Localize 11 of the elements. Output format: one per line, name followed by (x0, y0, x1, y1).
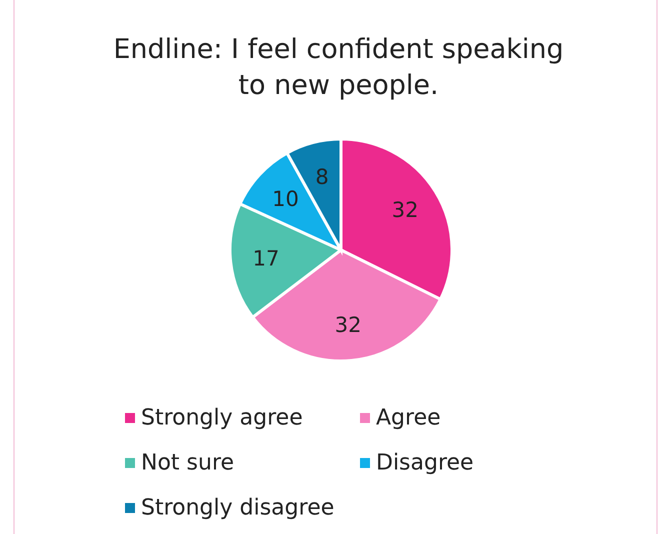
legend-label: Strongly disagree (141, 496, 334, 520)
legend-label: Strongly agree (141, 406, 303, 430)
data-label: 32 (334, 313, 362, 338)
legend-label: Agree (376, 406, 441, 430)
legend-label: Disagree (376, 450, 474, 476)
data-label: 10 (272, 186, 299, 211)
chart-title: Endline: I feel confident speaking to new people. (113, 34, 564, 101)
data-label: 32 (392, 198, 419, 222)
legend-label: Not sure (141, 450, 234, 476)
data-label: 8 (315, 164, 329, 189)
data-label: 17 (252, 246, 280, 270)
